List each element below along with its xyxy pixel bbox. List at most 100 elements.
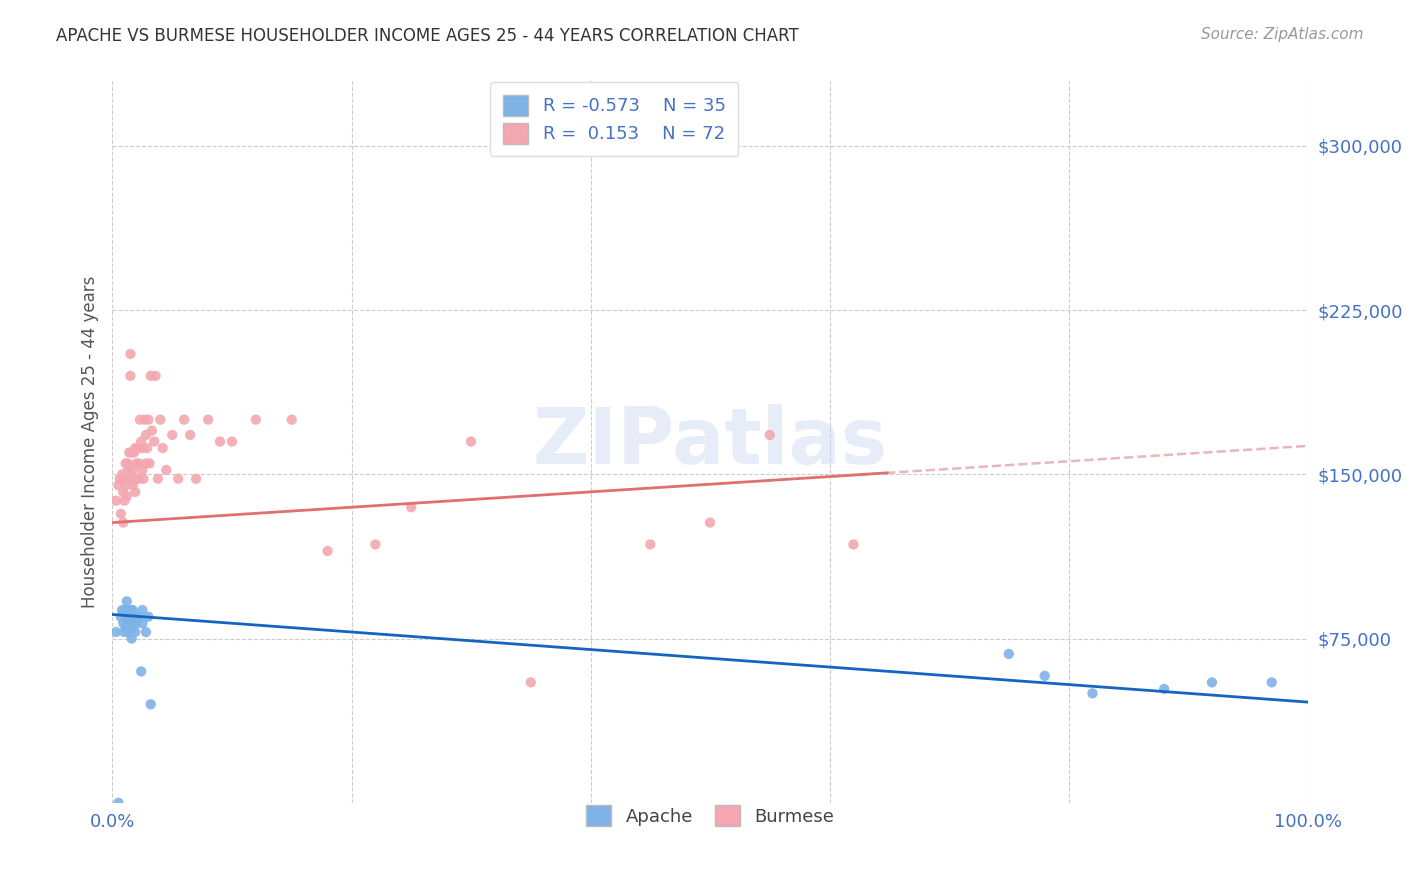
- Text: ZIPatlas: ZIPatlas: [533, 403, 887, 480]
- Point: [1081, 686, 1104, 700]
- Point: [121, 603, 143, 617]
- Point: [115, 489, 138, 503]
- Point: [134, 412, 156, 426]
- Point: [112, 616, 135, 631]
- Point: [316, 544, 339, 558]
- Point: [128, 472, 150, 486]
- Point: [120, 347, 142, 361]
- Point: [114, 478, 136, 492]
- Point: [1153, 681, 1175, 696]
- Point: [117, 603, 139, 617]
- Point: [121, 472, 143, 486]
- Point: [132, 472, 155, 486]
- Point: [112, 484, 135, 499]
- Point: [152, 441, 174, 455]
- Text: APACHE VS BURMESE HOUSEHOLDER INCOME AGES 25 - 44 YEARS CORRELATION CHART: APACHE VS BURMESE HOUSEHOLDER INCOME AGE…: [56, 27, 799, 45]
- Point: [131, 463, 153, 477]
- Point: [121, 603, 143, 617]
- Point: [131, 616, 153, 631]
- Point: [122, 445, 145, 459]
- Point: [124, 625, 146, 640]
- Point: [139, 368, 162, 383]
- Point: [115, 609, 138, 624]
- Point: [167, 472, 190, 486]
- Point: [1201, 675, 1223, 690]
- Point: [120, 609, 142, 624]
- Point: [162, 428, 183, 442]
- Point: [120, 472, 142, 486]
- Point: [143, 434, 166, 449]
- Point: [121, 463, 143, 477]
- Point: [135, 625, 157, 640]
- Point: [114, 457, 136, 471]
- Point: [139, 698, 162, 712]
- Point: [209, 434, 232, 449]
- Point: [520, 675, 543, 690]
- Point: [155, 463, 177, 477]
- Point: [129, 434, 152, 449]
- Point: [197, 412, 219, 426]
- Point: [401, 500, 423, 515]
- Point: [1033, 669, 1056, 683]
- Point: [117, 616, 139, 631]
- Point: [121, 478, 143, 492]
- Point: [111, 603, 134, 617]
- Point: [124, 441, 146, 455]
- Point: [145, 368, 167, 383]
- Point: [107, 796, 129, 810]
- Point: [124, 484, 146, 499]
- Point: [118, 445, 141, 459]
- Point: [120, 368, 142, 383]
- Point: [221, 434, 243, 449]
- Point: [129, 665, 152, 679]
- Point: [125, 616, 148, 631]
- Point: [114, 603, 135, 617]
- Point: [107, 478, 129, 492]
- Point: [129, 412, 152, 426]
- Point: [135, 457, 157, 471]
- Point: [121, 445, 143, 459]
- Y-axis label: Householder Income Ages 25 - 44 years: Householder Income Ages 25 - 44 years: [80, 276, 98, 607]
- Point: [138, 457, 160, 471]
- Point: [111, 467, 134, 482]
- Text: Source: ZipAtlas.com: Source: ZipAtlas.com: [1201, 27, 1364, 42]
- Point: [114, 493, 135, 508]
- Point: [460, 434, 482, 449]
- Point: [179, 428, 201, 442]
- Legend: Apache, Burmese: Apache, Burmese: [575, 795, 845, 837]
- Point: [131, 603, 153, 617]
- Point: [117, 463, 139, 477]
- Point: [141, 424, 163, 438]
- Point: [128, 609, 150, 624]
- Point: [128, 457, 150, 471]
- Point: [105, 493, 128, 508]
- Point: [121, 616, 143, 631]
- Point: [173, 412, 195, 426]
- Point: [120, 621, 142, 635]
- Point: [146, 472, 169, 486]
- Point: [115, 472, 138, 486]
- Point: [842, 537, 865, 551]
- Point: [118, 625, 141, 640]
- Point: [149, 412, 172, 426]
- Point: [245, 412, 267, 426]
- Point: [281, 412, 304, 426]
- Point: [125, 472, 148, 486]
- Point: [1261, 675, 1284, 690]
- Point: [364, 537, 387, 551]
- Point: [114, 625, 135, 640]
- Point: [125, 457, 148, 471]
- Point: [108, 472, 131, 486]
- Point: [122, 609, 145, 624]
- Point: [117, 472, 139, 486]
- Point: [998, 647, 1021, 661]
- Point: [640, 537, 662, 551]
- Point: [115, 594, 138, 608]
- Point: [138, 609, 160, 624]
- Point: [136, 441, 159, 455]
- Point: [118, 472, 141, 486]
- Point: [186, 472, 208, 486]
- Point: [117, 457, 139, 471]
- Point: [105, 625, 128, 640]
- Point: [121, 632, 143, 646]
